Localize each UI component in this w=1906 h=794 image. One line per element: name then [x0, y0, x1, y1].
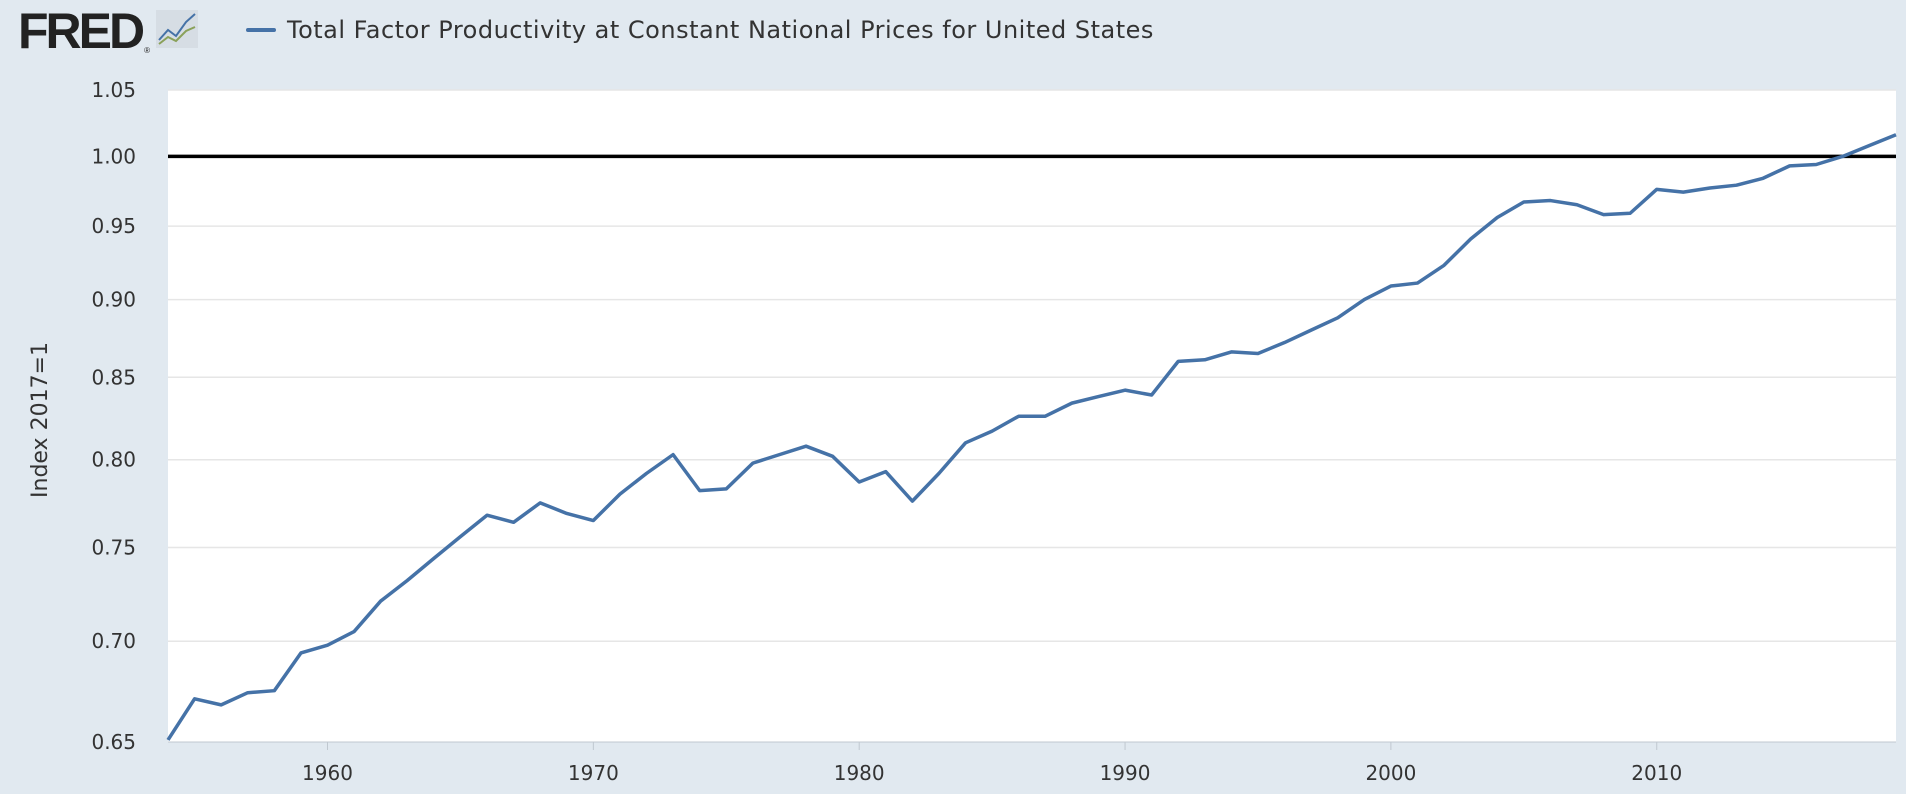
legend-swatch: [246, 28, 276, 32]
y-tick-label: 1.05: [91, 78, 136, 102]
y-tick-label: 0.90: [91, 288, 136, 312]
x-tick-label: 2010: [1631, 761, 1682, 785]
y-tick-label: 0.70: [91, 629, 136, 653]
y-tick-label: 0.65: [91, 730, 136, 754]
y-tick-label: 0.75: [91, 535, 136, 559]
y-tick-label: 0.85: [91, 365, 136, 389]
x-tick-label: 1990: [1100, 761, 1151, 785]
fred-logo[interactable]: FRED ®: [18, 3, 199, 59]
chart-header: FRED ® Total Factor Productivity at Cons…: [0, 0, 1906, 62]
legend-label: Total Factor Productivity at Constant Na…: [287, 16, 1154, 44]
x-tick-label: 1960: [302, 761, 353, 785]
y-axis-ticks: 0.65 0.70 0.75 0.80 0.85 0.90 0.95 1.00 1.05: [91, 78, 136, 754]
logo-registered-mark: ®: [144, 46, 151, 55]
y-axis-title: Index 2017=1: [28, 342, 53, 498]
y-tick-label: 0.80: [91, 448, 136, 472]
line-chart-icon: [156, 10, 199, 53]
series-line[interactable]: [166, 133, 1897, 741]
data-points: [167, 134, 1897, 741]
y-tick-label: 0.95: [91, 214, 136, 238]
x-tick-label: 2000: [1365, 761, 1416, 785]
y-tick-label: 1.00: [91, 144, 136, 168]
legend: Total Factor Productivity at Constant Na…: [246, 16, 1154, 44]
x-axis-ticks: 1960 1970 1980 1990 2000 2010: [302, 742, 1682, 785]
x-tick-label: 1970: [568, 761, 619, 785]
logo-text: FRED: [18, 3, 145, 59]
x-tick-label: 1980: [834, 761, 885, 785]
